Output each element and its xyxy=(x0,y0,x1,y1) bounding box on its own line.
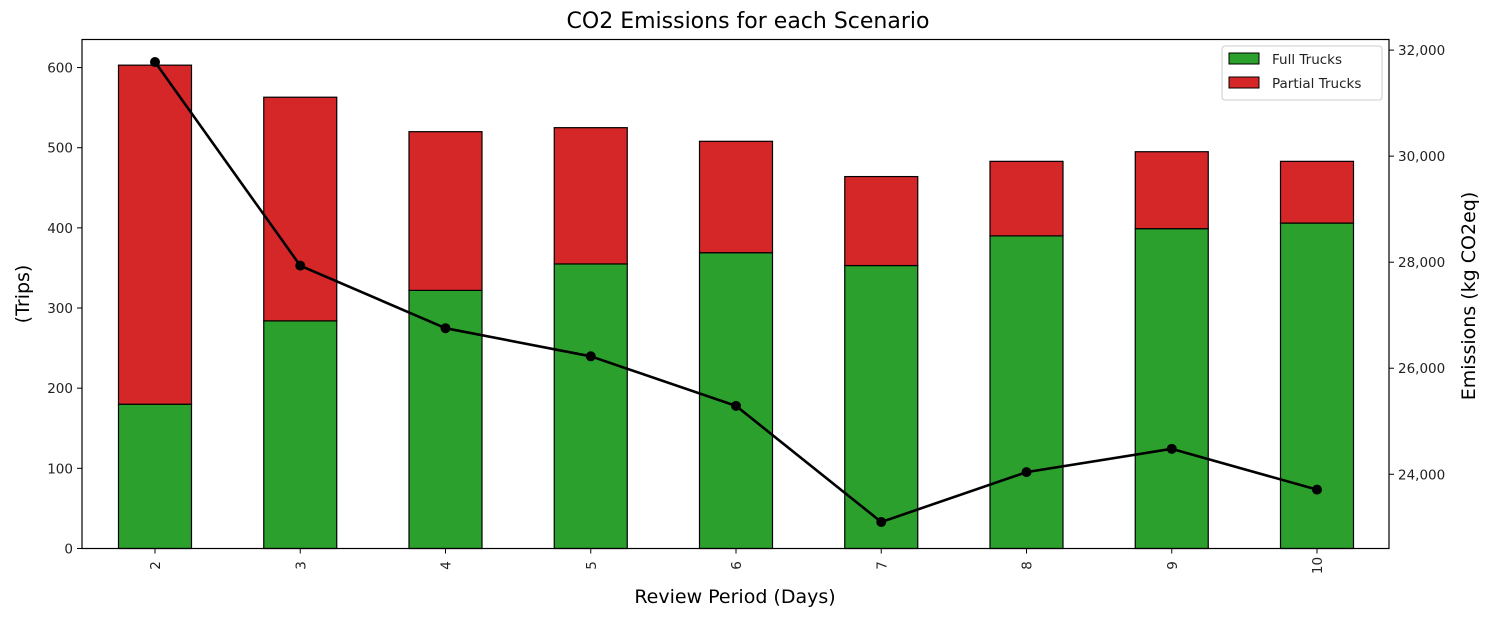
bar-full-trucks-9 xyxy=(1134,228,1209,550)
emissions-line-layer xyxy=(150,57,1322,527)
bar-full-trucks-2 xyxy=(117,403,193,550)
y2-tick-label-26000: 26,000 xyxy=(1398,361,1445,377)
bar-full-trucks-8 xyxy=(989,235,1064,550)
x-tick-label-2: 2 xyxy=(148,561,164,570)
legend-box xyxy=(1221,45,1383,101)
emissions-point-4 xyxy=(440,323,451,334)
bar-partial-trucks-2 xyxy=(117,64,193,405)
y2-tick-label-28000: 28,000 xyxy=(1398,255,1445,271)
bar-partial-trucks-8 xyxy=(989,160,1064,237)
bar-full-trucks-3 xyxy=(263,320,338,550)
y2-tick-label-24000: 24,000 xyxy=(1398,467,1445,483)
bar-full-trucks-7 xyxy=(844,264,919,550)
legend-swatch-full-trucks xyxy=(1228,52,1260,65)
emissions-point-2 xyxy=(150,57,160,68)
emissions-point-6 xyxy=(731,400,741,411)
x-tick-label-7: 7 xyxy=(874,561,890,570)
x-tick-label-3: 3 xyxy=(293,561,309,570)
x-tick-label-10: 10 xyxy=(1310,557,1326,574)
bar-full-trucks-6 xyxy=(698,252,774,550)
x-tick-label-8: 8 xyxy=(1020,561,1036,570)
x-tick-label-5: 5 xyxy=(584,561,600,570)
bar-partial-trucks-5 xyxy=(553,127,628,265)
y-tick-label-600: 600 xyxy=(47,61,73,77)
y2-axis-label: Emissions (kg CO2eq) xyxy=(1458,192,1480,400)
y-tick-label-100: 100 xyxy=(47,461,73,477)
bar-full-trucks-5 xyxy=(553,263,628,550)
legend-label-partial-trucks: Partial Trucks xyxy=(1272,76,1361,92)
y2-tick-label-30000: 30,000 xyxy=(1398,149,1445,165)
legend-swatch-partial-trucks xyxy=(1228,76,1260,89)
bar-partial-trucks-10 xyxy=(1279,160,1355,224)
bar-partial-trucks-3 xyxy=(263,96,338,322)
chart-title: CO2 Emissions for each Scenario xyxy=(567,9,930,34)
x-tick-label-6: 6 xyxy=(729,561,745,570)
y2-tick-label-32000: 32,000 xyxy=(1398,43,1445,59)
bar-partial-trucks-6 xyxy=(698,140,774,254)
emissions-point-7 xyxy=(876,516,887,527)
bar-full-trucks-10 xyxy=(1279,222,1355,550)
y-tick-label-0: 0 xyxy=(64,542,73,558)
y-tick-label-400: 400 xyxy=(47,221,73,237)
y-tick-label-300: 300 xyxy=(47,301,73,317)
emissions-point-3 xyxy=(295,260,306,271)
legend: Full Trucks Partial Trucks xyxy=(1221,45,1383,101)
bar-partial-trucks-4 xyxy=(408,131,483,291)
emissions-point-10 xyxy=(1312,484,1322,495)
right-axis: 24,000 26,000 28,000 30,000 32,000 xyxy=(1389,43,1445,483)
emissions-point-8 xyxy=(1021,467,1032,478)
bars-layer xyxy=(117,64,1355,550)
x-axis: 2 3 4 5 6 7 8 9 10 xyxy=(148,548,1326,574)
emissions-point-9 xyxy=(1166,443,1177,454)
x-axis-label: Review Period (Days) xyxy=(634,586,835,608)
x-tick-label-4: 4 xyxy=(439,561,455,570)
x-tick-label-9: 9 xyxy=(1165,561,1181,570)
legend-label-full-trucks: Full Trucks xyxy=(1272,52,1342,68)
bar-partial-trucks-7 xyxy=(844,175,919,267)
y-tick-label-200: 200 xyxy=(47,381,73,397)
y-axis-label: (Trips) xyxy=(12,265,34,324)
y-tick-label-500: 500 xyxy=(47,141,73,157)
left-axis: 0 100 200 300 400 500 600 xyxy=(47,61,82,558)
emissions-point-5 xyxy=(585,351,596,362)
bar-partial-trucks-9 xyxy=(1134,151,1209,230)
